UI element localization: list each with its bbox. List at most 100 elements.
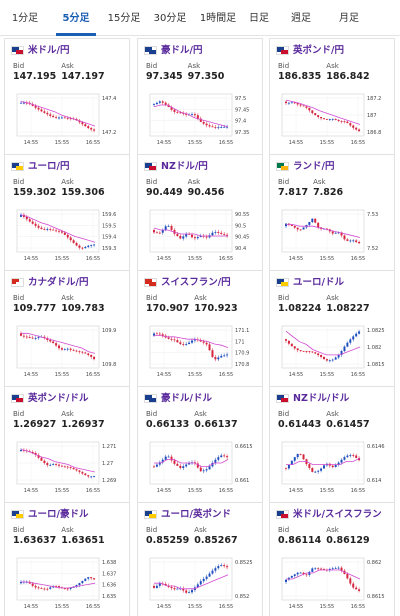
moving-average-line [20,214,96,243]
price-chart[interactable]: 109.9 109.8 14:55 15:55 16:55 [11,320,125,382]
candle-body [81,122,84,125]
candle-body [352,583,355,588]
price-chart[interactable]: 187.2 187 186.8 14:55 15:55 16:55 [276,88,390,150]
price-chart[interactable]: 159.6 159.5 159.4 159.3 14:55 15:55 16:55 [11,204,125,266]
rate-card[interactable]: カナダドル/円 Bid Ask 109.777 109.783 109.9 109.8 14:… [4,270,130,388]
candle-body [176,340,179,343]
candle-body [299,453,302,455]
pair-name[interactable]: ランド/円 [293,161,335,172]
candle-body [185,233,188,237]
price-chart[interactable]: 147.4 147.2 14:55 15:55 16:55 [11,88,125,150]
x-tick-label: 16:55 [351,372,365,378]
price-chart[interactable]: 171.1 171 170.9 170.8 14:55 15:55 16:55 [144,320,258,382]
moving-average-line [285,330,361,356]
price-chart[interactable]: 97.5 97.45 97.4 97.35 14:55 15:55 16:55 [144,88,258,150]
candle-body [323,465,325,469]
pair-name[interactable]: ユーロ/円 [28,161,70,172]
rate-card[interactable]: ユーロ/英ポンド Bid Ask 0.85259 0.85267 0.8525 0.852 1… [137,502,263,616]
pair-name[interactable]: NZドル/ドル [293,393,350,404]
y-tick-label: 0.8525 [235,560,253,566]
candle-body [49,464,52,466]
tab-15min[interactable]: 15分足 [107,13,141,24]
price-chart[interactable]: 0.862 0.8615 14:55 15:55 16:55 [276,552,390,614]
candle-body [161,459,164,463]
tab-monthly[interactable]: 月足 [339,13,359,24]
tab-30min[interactable]: 30分足 [153,13,187,24]
candle-body [334,232,337,234]
pair-name[interactable]: ユーロ/ドル [293,277,344,288]
candle-body [90,354,93,357]
price-chart[interactable]: 0.6615 0.661 14:55 15:55 16:55 [144,436,258,498]
rate-card[interactable]: スイスフラン/円 Bid Ask 170.907 170.923 171.1 171 170.… [137,270,263,388]
tab-5min[interactable]: 5分足 [56,0,96,36]
candle-body [202,341,205,343]
rate-card[interactable]: ユーロ/ドル Bid Ask 1.08224 1.08227 1.0825 1.082 1.0… [269,270,395,388]
candle-body [170,338,173,340]
candle-body [87,475,90,477]
rate-card[interactable]: ユーロ/豪ドル Bid Ask 1.63637 1.63651 1.638 1.637 1.6… [4,502,130,616]
price-chart[interactable]: 0.6146 0.614 14:55 15:55 16:55 [276,436,390,498]
card-header: ユーロ/豪ドル [11,508,127,522]
pair-name[interactable]: NZドル/円 [161,161,208,172]
pair-name[interactable]: 豪ドル/ドル [161,393,212,404]
candle-body [153,230,155,233]
rate-card[interactable]: 英ポンド/ドル Bid Ask 1.26927 1.26937 1.271 1.27 1.26… [4,386,130,504]
rate-card[interactable]: NZドル/ドル Bid Ask 0.61443 0.61457 0.6146 0.614 14… [269,386,395,504]
tab-daily[interactable]: 日足 [249,13,269,24]
price-chart[interactable]: 1.0825 1.082 1.0815 14:55 15:55 16:55 [276,320,390,382]
rate-card[interactable]: 豪ドル/ドル Bid Ask 0.66133 0.66137 0.6615 0.661 14:… [137,386,263,504]
pair-name[interactable]: カナダドル/円 [28,277,89,288]
pair-name[interactable]: 英ポンド/ドル [28,393,89,404]
candle-body [314,218,317,223]
bid-label: Bid [278,526,290,534]
pair-name[interactable]: ユーロ/英ポンド [161,509,231,520]
y-tick-label: 1.636 [102,583,116,589]
candle-body [52,464,55,465]
candle-body [81,247,84,249]
bid-label: Bid [278,410,290,418]
plot-area [16,93,100,137]
candle-body [46,463,49,466]
candle-body [93,476,96,477]
card-header: スイスフラン/円 [144,276,260,290]
price-chart[interactable]: 1.271 1.27 1.269 14:55 15:55 16:55 [11,436,125,498]
moving-average-line [154,574,229,590]
candle-body [199,235,202,238]
card-header: 米ドル/スイスフラン [276,508,392,522]
candle-body [176,111,179,113]
pair-name[interactable]: ユーロ/豪ドル [28,509,89,520]
flag-icon [144,46,157,55]
pair-name[interactable]: スイスフラン/円 [161,277,231,288]
rate-card[interactable]: ユーロ/円 Bid Ask 159.302 159.306 159.6 159.5 159.4… [4,154,130,272]
candle-body [323,569,325,570]
candle-body [167,337,170,339]
y-tick-label: 171.1 [235,328,249,334]
candle-body [185,464,188,467]
rate-card[interactable]: 英ポンド/円 Bid Ask 186.835 186.842 187.2 187 186.8 1… [269,38,395,156]
x-tick-label: 16:55 [351,140,365,146]
tab-1hour[interactable]: 1時間足 [199,13,237,24]
candle-body [214,232,217,233]
pair-name[interactable]: 米ドル/円 [28,45,70,56]
price-chart[interactable]: 0.8525 0.852 14:55 15:55 16:55 [144,552,258,614]
rate-card[interactable]: 豪ドル/円 Bid Ask 97.345 97.350 97.5 97.45 97.4 97.3… [137,38,263,156]
price-chart[interactable]: 7.53 7.52 14:55 15:55 16:55 [276,204,390,266]
rate-card[interactable]: ランド/円 Bid Ask 7.817 7.826 7.53 7.52 14:55 15:55 1… [269,154,395,272]
price-chart[interactable]: 90.55 90.5 90.45 90.4 14:55 15:55 16:55 [144,204,258,266]
pair-name[interactable]: 米ドル/スイスフラン [293,509,382,520]
x-tick-label: 14:55 [24,256,38,262]
rate-card[interactable]: 米ドル/円 Bid Ask 147.195 147.197 147.4 147.2 14:55… [4,38,130,156]
x-tick-label: 15:55 [320,604,334,610]
price-chart[interactable]: 1.638 1.637 1.636 1.635 14:55 15:55 16:55 [11,552,125,614]
candle-body [337,119,340,121]
candle-body [305,351,308,352]
tab-1min[interactable]: 1分足 [11,13,39,24]
candle-body [352,336,355,340]
rate-card[interactable]: NZドル/円 Bid Ask 90.449 90.456 90.55 90.5 90.45 90… [137,154,263,272]
tab-weekly[interactable]: 週足 [291,13,311,24]
pair-name[interactable]: 英ポンド/円 [293,45,344,56]
pair-name[interactable]: 豪ドル/円 [161,45,203,56]
rate-card[interactable]: 米ドル/スイスフラン Bid Ask 0.86114 0.86129 0.862 0.861… [269,502,395,616]
candle-body [296,103,299,105]
candle-body [55,586,58,587]
